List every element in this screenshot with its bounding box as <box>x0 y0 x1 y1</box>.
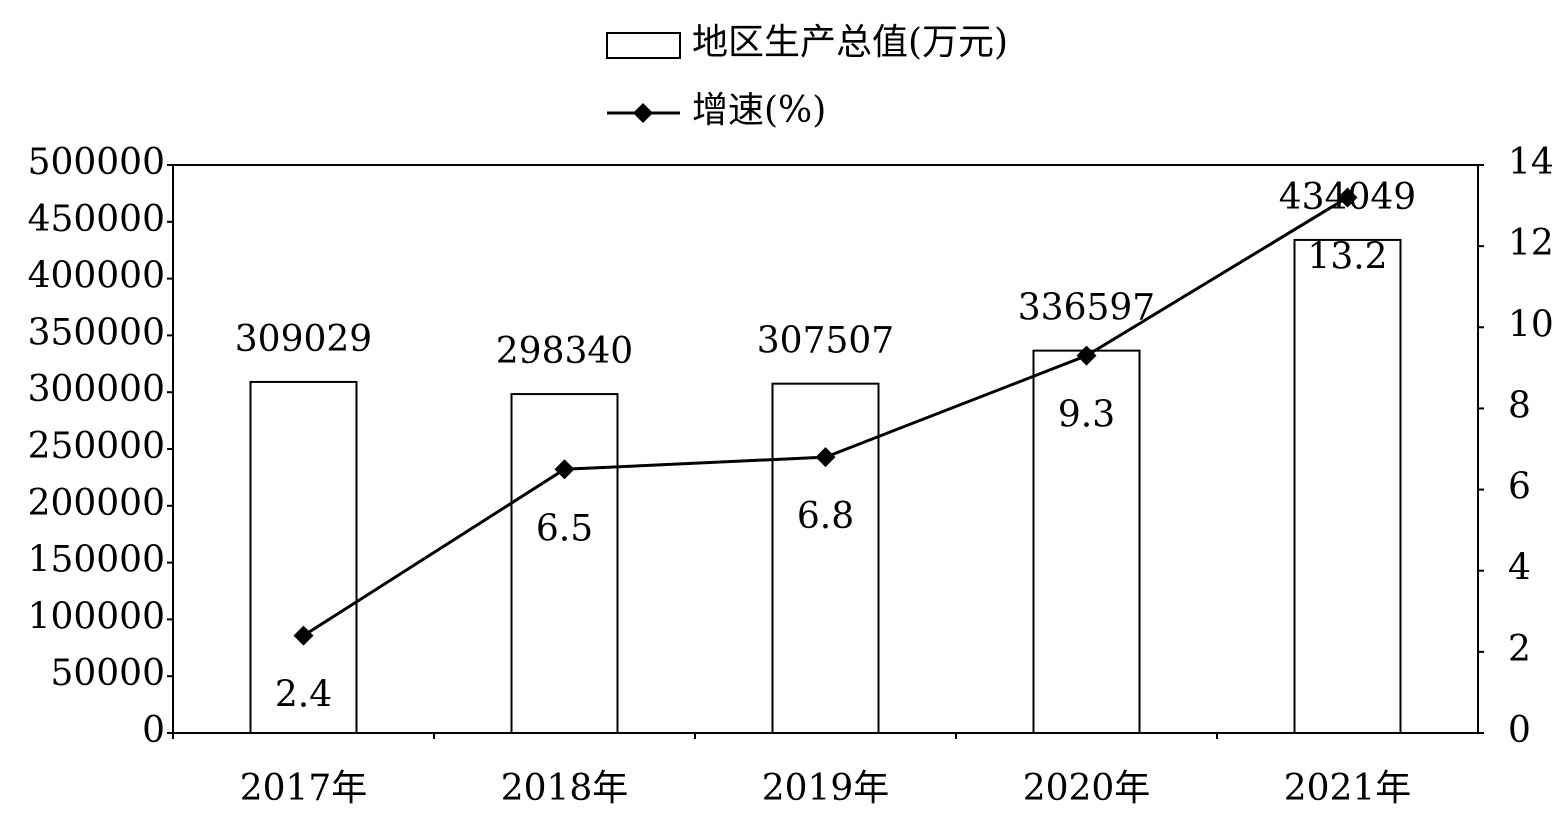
y-tick-label: 450000 <box>28 199 165 240</box>
x-tick-label: 2019年 <box>762 768 890 809</box>
y-tick-label: 200000 <box>28 483 165 524</box>
y-tick-label: 300000 <box>28 369 165 410</box>
legend-label: 增速(%) <box>692 90 826 131</box>
bar-value-label: 336597 <box>1018 288 1155 329</box>
y-tick-label: 0 <box>142 710 165 751</box>
line-marker <box>554 459 575 480</box>
x-tick-label: 2021年 <box>1284 768 1412 809</box>
y2-tick-label: 8 <box>1508 385 1531 426</box>
x-tick-label: 2018年 <box>501 768 629 809</box>
y2-tick-label: 14 <box>1508 142 1554 183</box>
line-marker <box>293 625 314 646</box>
line-value-label: 9.3 <box>1058 395 1115 436</box>
y2-tick-label: 2 <box>1508 629 1531 670</box>
y-tick-label: 100000 <box>28 596 165 637</box>
bar-value-label: 309029 <box>235 319 372 360</box>
bar <box>510 393 619 734</box>
y2-tick-label: 6 <box>1508 467 1531 508</box>
y-tick-label: 400000 <box>28 256 165 297</box>
y-tick-label: 250000 <box>28 426 165 467</box>
bar <box>1293 238 1402 734</box>
y-tick-label: 150000 <box>28 540 165 581</box>
y2-tick-label: 12 <box>1508 223 1554 264</box>
legend-label: 地区生产总值(万元) <box>692 22 1008 63</box>
line-value-label: 2.4 <box>275 675 332 716</box>
y2-tick-label: 10 <box>1508 304 1554 345</box>
y2-tick-label: 0 <box>1508 710 1531 751</box>
line-value-label: 6.5 <box>536 508 593 549</box>
bar <box>771 382 880 734</box>
legend-marker <box>633 103 653 123</box>
x-tick-label: 2020年 <box>1023 768 1151 809</box>
line-marker <box>1076 345 1097 366</box>
bar-value-label: 298340 <box>496 331 633 372</box>
y-tick-label: 50000 <box>50 653 165 694</box>
line-value-label: 13.2 <box>1307 236 1387 277</box>
line-value-label: 6.8 <box>797 496 854 537</box>
x-tick-label: 2017年 <box>240 768 368 809</box>
bar-value-label: 307507 <box>757 321 894 362</box>
y-tick-label: 500000 <box>28 142 165 183</box>
line-marker <box>815 447 836 468</box>
bar <box>249 380 358 734</box>
line-marker <box>1337 187 1358 208</box>
y2-tick-label: 4 <box>1508 548 1531 589</box>
legend-swatch <box>606 32 681 59</box>
y-tick-label: 350000 <box>28 312 165 353</box>
